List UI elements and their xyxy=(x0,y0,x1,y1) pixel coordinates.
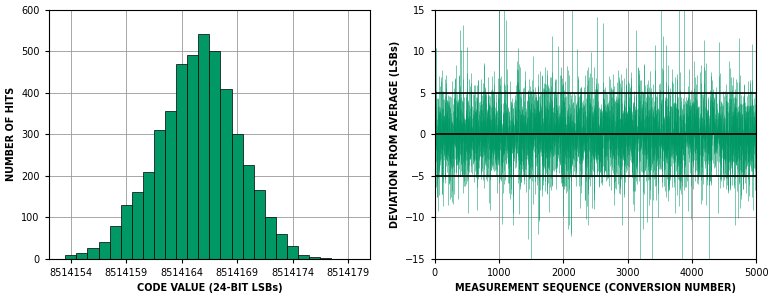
Bar xyxy=(98,242,110,259)
Bar xyxy=(221,89,231,259)
Bar xyxy=(210,51,221,259)
Bar xyxy=(110,226,121,259)
Bar xyxy=(265,217,276,259)
Bar xyxy=(242,165,254,259)
Bar xyxy=(287,246,298,259)
Bar xyxy=(65,255,77,259)
Bar xyxy=(254,190,265,259)
X-axis label: MEASUREMENT SEQUENCE (CONVERSION NUMBER): MEASUREMENT SEQUENCE (CONVERSION NUMBER) xyxy=(455,283,736,293)
Bar xyxy=(77,253,87,259)
Y-axis label: NUMBER OF HITS: NUMBER OF HITS xyxy=(5,87,15,181)
Bar xyxy=(309,257,320,259)
Bar xyxy=(187,55,198,259)
Bar xyxy=(132,192,143,259)
Bar xyxy=(231,134,242,259)
Bar xyxy=(87,248,98,259)
Bar xyxy=(176,64,187,259)
Bar xyxy=(298,255,309,259)
Bar xyxy=(165,111,176,259)
X-axis label: CODE VALUE (24-BIT LSBs): CODE VALUE (24-BIT LSBs) xyxy=(136,283,283,293)
Bar xyxy=(198,34,210,259)
Bar xyxy=(320,258,331,259)
Bar xyxy=(276,234,287,259)
Bar xyxy=(143,172,154,259)
Bar xyxy=(154,130,165,259)
Y-axis label: DEVIATION FROM AVERAGE (LSBs): DEVIATION FROM AVERAGE (LSBs) xyxy=(389,41,399,228)
Bar xyxy=(121,205,132,259)
